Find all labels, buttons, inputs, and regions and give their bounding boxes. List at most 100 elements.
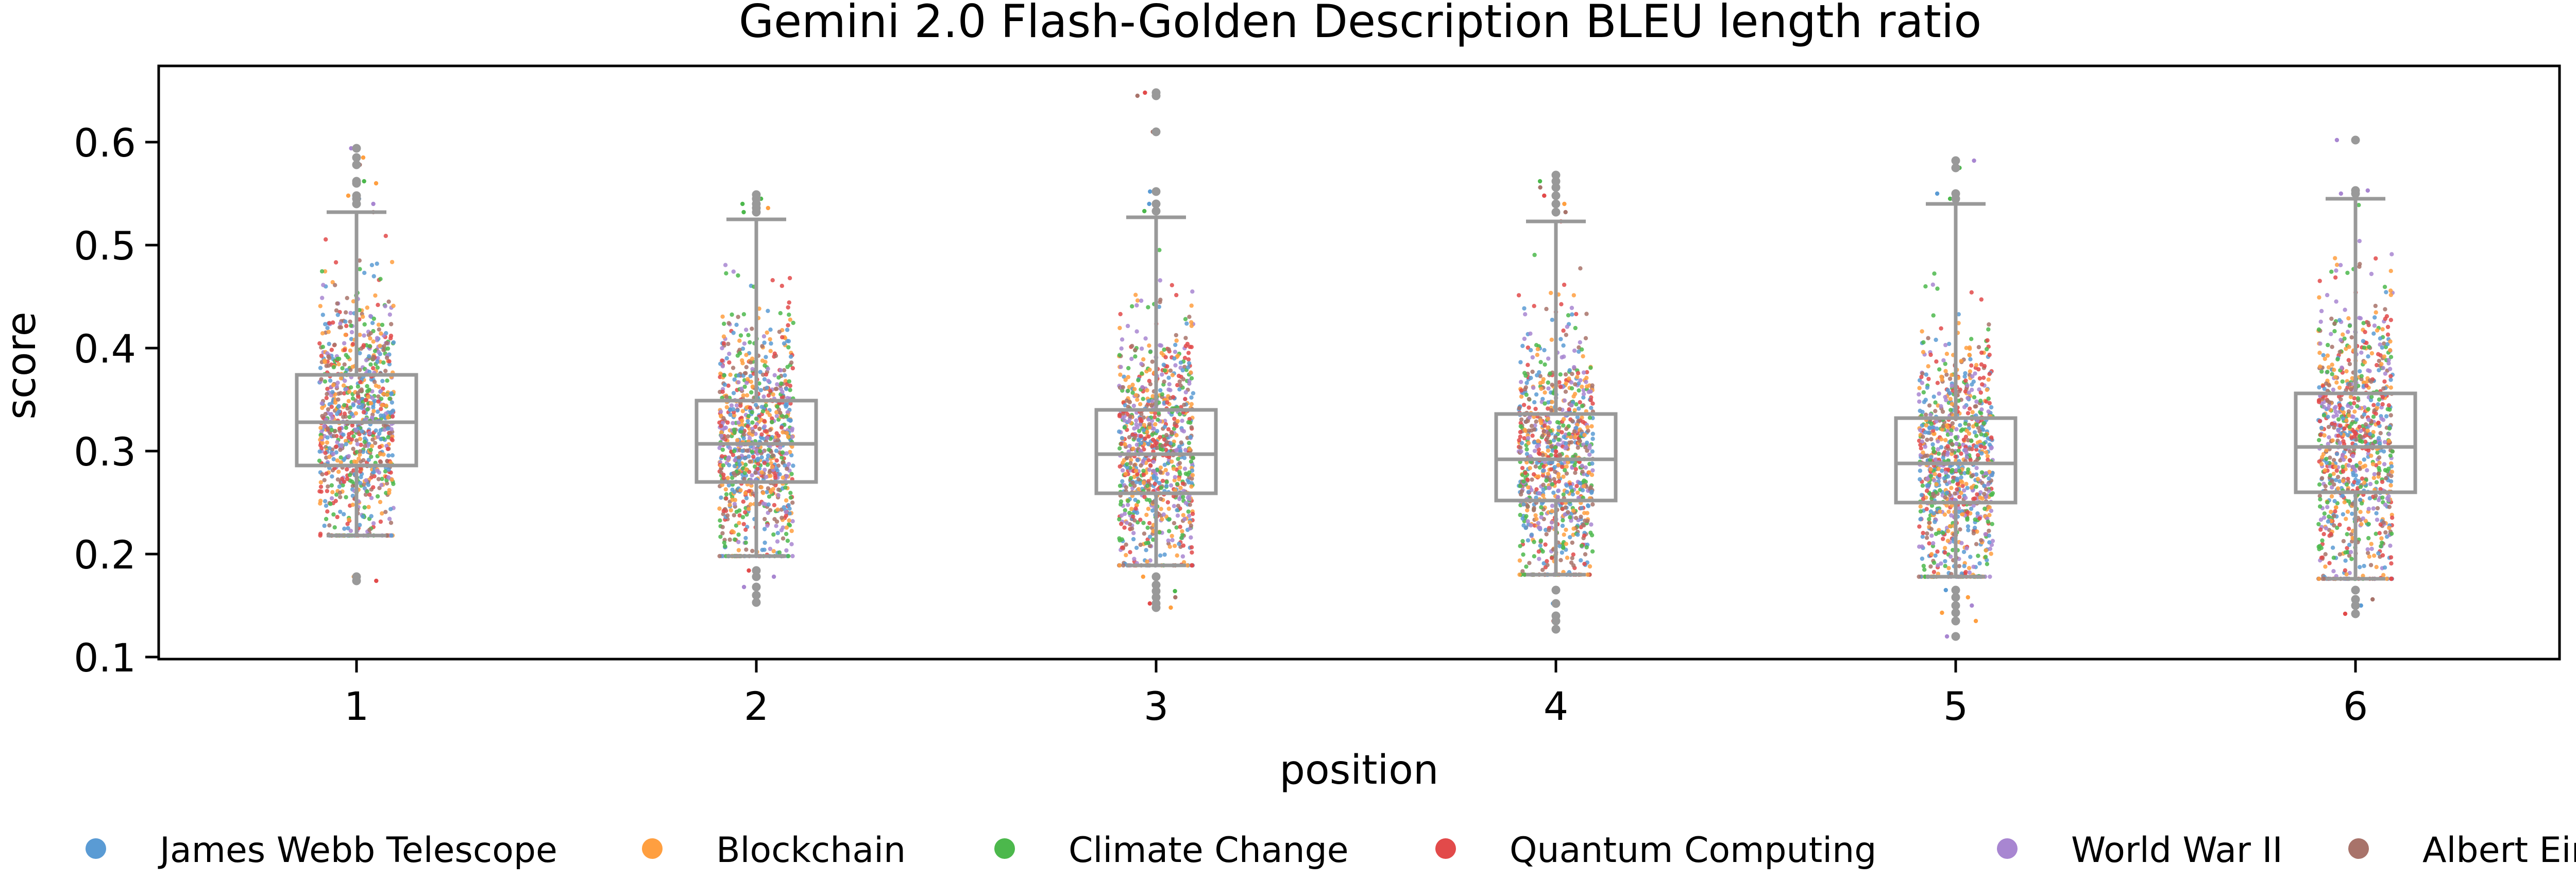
strip-point	[384, 355, 389, 360]
strip-point	[337, 426, 342, 431]
strip-point	[1921, 390, 1926, 395]
strip-point	[1573, 325, 1578, 331]
strip-point	[1940, 610, 1944, 615]
strip-point	[1536, 451, 1541, 456]
strip-point	[1532, 400, 1537, 405]
strip-point	[720, 447, 725, 452]
strip-point	[1546, 445, 1550, 450]
strip-point	[1140, 371, 1144, 376]
strip-point	[322, 424, 327, 429]
strip-point	[2377, 397, 2382, 402]
strip-point	[1564, 471, 1569, 476]
strip-point	[740, 409, 745, 413]
strip-point	[1183, 336, 1188, 340]
strip-point	[731, 407, 736, 411]
strip-point	[1184, 321, 1189, 326]
strip-point	[1518, 544, 1522, 548]
strip-point	[750, 420, 755, 425]
strip-point	[775, 531, 781, 536]
strip-point	[1518, 435, 1522, 439]
strip-point	[1545, 436, 1550, 440]
strip-point	[1928, 467, 1933, 472]
strip-point	[1189, 545, 1194, 550]
strip-point	[1141, 473, 1146, 477]
strip-point	[1539, 515, 1544, 520]
strip-point	[332, 525, 337, 530]
strip-point	[1164, 484, 1169, 488]
strip-point	[1978, 399, 1983, 403]
strip-point	[1925, 477, 1930, 481]
strip-point	[1523, 420, 1529, 424]
strip-point	[1538, 526, 1543, 530]
strip-point	[379, 407, 383, 411]
strip-point	[790, 366, 795, 371]
strip-point	[1180, 368, 1185, 373]
strip-point	[2329, 316, 2334, 321]
strip-point	[343, 333, 348, 337]
strip-point	[1583, 552, 1588, 557]
strip-point	[1189, 370, 1193, 375]
strip-point	[1943, 546, 1947, 550]
strip-point	[1581, 484, 1586, 489]
strip-point	[1121, 563, 1126, 568]
strip-point	[1976, 367, 1981, 372]
strip-point	[320, 331, 325, 336]
strip-point	[727, 360, 732, 365]
strip-point	[376, 399, 381, 404]
strip-point	[1117, 563, 1122, 568]
strip-point	[768, 469, 772, 473]
strip-point	[376, 350, 381, 354]
strip-point	[366, 457, 371, 462]
strip-point	[1134, 503, 1139, 508]
strip-point	[1973, 404, 1977, 409]
strip-point	[1189, 535, 1193, 540]
strip-point	[334, 492, 339, 497]
strip-point	[737, 508, 742, 513]
strip-point	[773, 387, 778, 391]
strip-point	[1920, 544, 1924, 549]
strip-point	[1128, 461, 1133, 465]
strip-point	[1540, 433, 1545, 438]
strip-point	[360, 403, 365, 408]
strip-point	[1139, 346, 1144, 351]
strip-point	[736, 315, 740, 319]
strip-point	[1562, 282, 1567, 287]
strip-point	[1555, 420, 1560, 425]
strip-point	[342, 411, 347, 416]
strip-point	[1124, 456, 1129, 460]
strip-point	[748, 374, 753, 378]
strip-point	[1926, 376, 1931, 382]
strip-point	[355, 391, 360, 395]
strip-point	[1131, 403, 1137, 408]
strip-point	[334, 444, 339, 449]
strip-point	[342, 403, 347, 407]
strip-point	[1563, 512, 1567, 517]
strip-point	[381, 452, 386, 457]
strip-point	[1180, 481, 1185, 486]
strip-point	[1945, 451, 1950, 455]
strip-point	[1957, 389, 1962, 394]
strip-point	[1532, 540, 1536, 544]
strip-point	[1521, 552, 1526, 557]
strip-point	[317, 489, 322, 494]
strip-point	[385, 415, 391, 420]
strip-point	[723, 425, 728, 430]
strip-point	[731, 453, 736, 457]
strip-point	[766, 367, 770, 371]
strip-point	[1147, 201, 1151, 206]
strip-point	[1158, 553, 1163, 558]
strip-point	[1990, 522, 1994, 526]
strip-point	[1117, 325, 1122, 331]
strip-point	[1575, 532, 1580, 537]
strip-point	[1546, 472, 1550, 476]
strip-point	[1959, 358, 1963, 364]
strip-point	[1522, 306, 1527, 311]
strip-point	[732, 490, 737, 494]
strip-point	[1929, 527, 1934, 531]
strip-point	[1158, 278, 1162, 283]
strip-point	[1176, 373, 1181, 378]
strip-point	[786, 305, 790, 310]
strip-point	[1589, 406, 1594, 410]
strip-point	[735, 438, 740, 442]
strip-point	[718, 518, 722, 523]
